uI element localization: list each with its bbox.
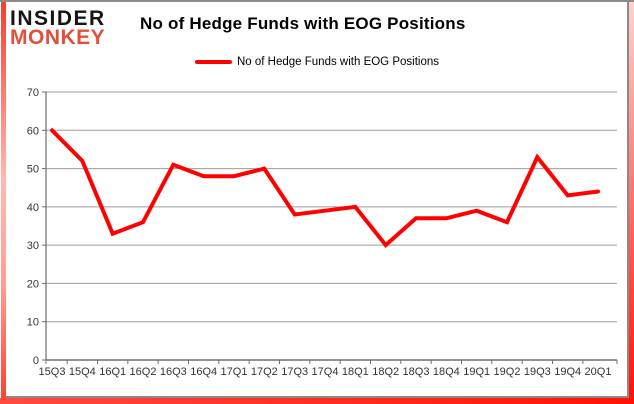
x-tick-label: 18Q4 (433, 366, 460, 378)
legend: No of Hedge Funds with EOG Positions (0, 56, 634, 68)
x-tick-label: 19Q1 (463, 366, 490, 378)
x-tick-label: 17Q4 (312, 366, 339, 378)
x-tick-label: 20Q1 (585, 366, 612, 378)
x-tick-label: 19Q4 (554, 366, 581, 378)
y-tick-label: 50 (27, 164, 39, 176)
logo-text-monkey: MONKEY (10, 26, 106, 49)
x-tick-label: 18Q3 (403, 366, 430, 378)
x-tick-label: 17Q3 (281, 366, 308, 378)
frame-right-border (629, 2, 634, 398)
legend-label: No of Hedge Funds with EOG Positions (237, 56, 439, 68)
x-tick-label: 19Q2 (494, 366, 521, 378)
x-tick-label: 15Q3 (39, 366, 66, 378)
x-tick-label: 16Q2 (130, 366, 157, 378)
frame-left-border (1, 2, 6, 398)
y-tick-label: 20 (27, 278, 39, 290)
y-tick-label: 70 (27, 87, 39, 99)
x-tick-label: 19Q3 (524, 366, 551, 378)
x-tick-label: 17Q2 (251, 366, 278, 378)
x-tick-label: 16Q4 (190, 366, 217, 378)
x-tick-label: 17Q1 (221, 366, 248, 378)
x-tick-label: 16Q1 (99, 366, 126, 378)
y-tick-label: 60 (27, 125, 39, 137)
legend-line-swatch (195, 60, 232, 64)
y-tick-label: 30 (27, 240, 39, 252)
y-tick-label: 40 (27, 202, 39, 214)
logo-text-insider: INSIDER (10, 7, 106, 30)
page-title: No of Hedge Funds with EOG Positions (140, 14, 466, 33)
x-tick-label: 16Q3 (160, 366, 187, 378)
frame-top-border (0, 0, 634, 2)
chart-card (6, 2, 629, 398)
insider-monkey-logo: INSIDER MONKEY (10, 8, 106, 48)
x-tick-label: 15Q4 (69, 366, 96, 378)
y-tick-label: 0 (33, 355, 39, 367)
y-tick-label: 10 (27, 317, 39, 329)
series-line (50, 128, 600, 248)
x-tick-label: 18Q1 (342, 366, 369, 378)
x-tick-label: 18Q2 (372, 366, 399, 378)
frame-bottom-border (0, 398, 634, 404)
